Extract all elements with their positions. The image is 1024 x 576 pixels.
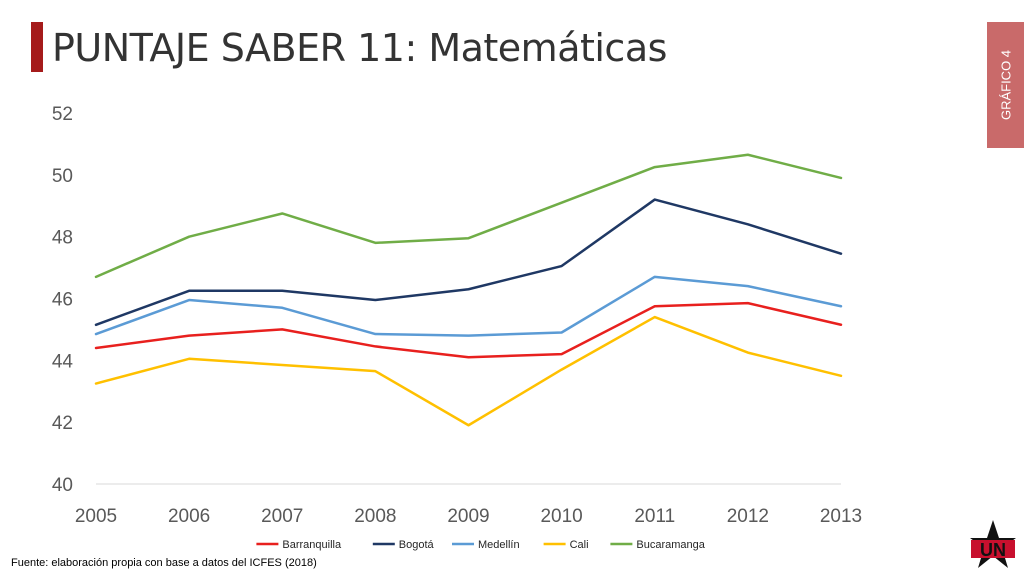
- logo-band: [971, 540, 1015, 558]
- legend-label: Bucaramanga: [636, 539, 705, 551]
- logo-text: UN: [980, 540, 1006, 560]
- y-tick-label: 50: [52, 166, 73, 187]
- y-tick-label: 44: [52, 351, 74, 372]
- x-tick-label: 2009: [447, 506, 489, 527]
- y-tick-label: 46: [52, 290, 73, 311]
- series-line-medellín: [94, 275, 843, 337]
- source-note: Fuente: elaboración propia con base a da…: [11, 557, 317, 569]
- y-tick-label: 48: [52, 228, 73, 249]
- series-line-cali: [94, 315, 843, 427]
- x-tick-label: 2011: [634, 506, 675, 527]
- legend-label: Bogotá: [399, 539, 435, 551]
- series-line-bucaramanga: [94, 153, 843, 279]
- legend-label: Cali: [570, 539, 589, 551]
- legend-label: Medellín: [478, 539, 520, 551]
- x-tick-label: 2005: [75, 506, 117, 527]
- page-title: PUNTAJE SABER 11: Matemáticas: [52, 26, 667, 70]
- series-line-barranquilla: [94, 301, 843, 359]
- x-tick-label: 2013: [820, 506, 862, 527]
- x-tick-label: 2008: [354, 506, 396, 527]
- university-logo: UN: [970, 520, 1016, 568]
- side-label-tab: GRÁFICO 4: [987, 22, 1024, 148]
- x-tick-label: 2007: [261, 506, 303, 527]
- title-accent-bar: [31, 22, 43, 72]
- y-tick-label: 40: [52, 475, 73, 496]
- x-tick-label: 2012: [727, 506, 769, 527]
- legend-label: Barranquilla: [282, 539, 342, 551]
- series-line-bogotá: [94, 198, 843, 327]
- x-tick-label: 2006: [168, 506, 210, 527]
- x-tick-label: 2010: [540, 506, 582, 527]
- y-tick-label: 42: [52, 413, 73, 434]
- y-tick-label: 52: [52, 104, 73, 125]
